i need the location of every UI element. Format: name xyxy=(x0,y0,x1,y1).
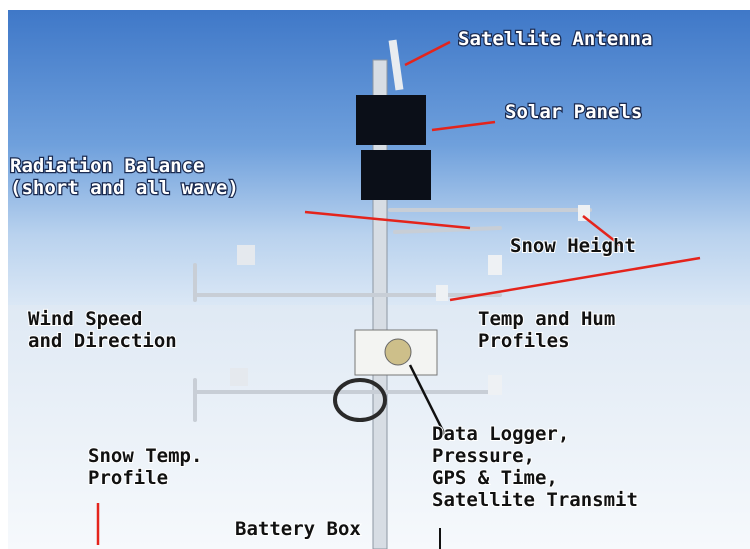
annotated-photo: Satellite Antenna Solar Panels Radiation B… xyxy=(0,0,750,549)
label: Snow Height xyxy=(510,235,636,257)
shield xyxy=(488,375,502,395)
label: Pressure, xyxy=(432,445,535,467)
sensor xyxy=(436,285,448,301)
label: Satellite Transmit xyxy=(432,489,638,511)
vane xyxy=(230,368,248,386)
label: (short and all wave) xyxy=(10,177,239,199)
solar-panel xyxy=(361,150,431,200)
vane xyxy=(237,245,255,265)
solar-panel xyxy=(356,95,426,145)
label: Solar Panels xyxy=(505,101,642,123)
label: Satellite Antenna xyxy=(458,28,652,50)
label: Profiles xyxy=(478,330,570,352)
label: Battery Box xyxy=(235,518,361,540)
label: Temp and Hum xyxy=(478,308,615,330)
label: Radiation Balance xyxy=(10,155,204,177)
label: GPS & Time, xyxy=(432,467,558,489)
label: Profile xyxy=(88,467,168,489)
label: Data Logger, xyxy=(432,423,569,445)
label: Wind Speed xyxy=(28,308,142,330)
shield xyxy=(488,255,502,275)
label: Snow Temp. xyxy=(88,445,202,467)
label: and Direction xyxy=(28,330,177,352)
logger-dial xyxy=(385,339,411,365)
